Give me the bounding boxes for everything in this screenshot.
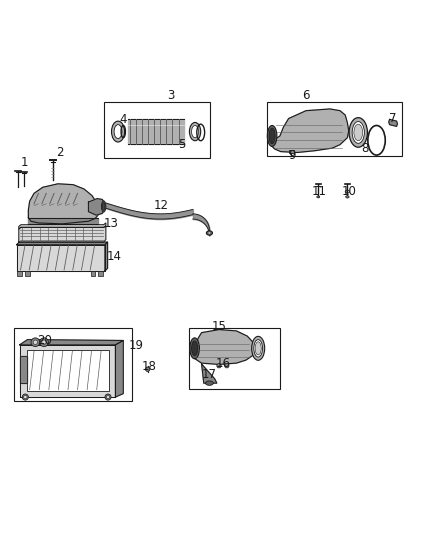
Bar <box>28 218 98 224</box>
Circle shape <box>217 364 221 368</box>
Bar <box>18 271 22 276</box>
Ellipse shape <box>255 342 261 355</box>
Bar <box>27 351 110 391</box>
Bar <box>91 271 95 276</box>
Text: 3: 3 <box>167 90 175 102</box>
Polygon shape <box>20 345 116 397</box>
Polygon shape <box>116 341 123 397</box>
Bar <box>14 328 132 401</box>
Polygon shape <box>17 245 105 271</box>
Ellipse shape <box>190 338 199 359</box>
Text: 5: 5 <box>178 138 186 151</box>
Ellipse shape <box>114 125 122 139</box>
Circle shape <box>40 338 48 346</box>
Ellipse shape <box>105 394 111 400</box>
Ellipse shape <box>267 125 277 147</box>
Ellipse shape <box>106 395 110 399</box>
Text: 1: 1 <box>20 156 28 168</box>
Circle shape <box>33 340 38 344</box>
Text: 8: 8 <box>361 142 368 155</box>
Text: 6: 6 <box>302 90 310 102</box>
Text: 20: 20 <box>38 334 53 347</box>
Bar <box>99 271 103 276</box>
Ellipse shape <box>352 122 364 143</box>
Polygon shape <box>20 356 27 383</box>
Bar <box>188 328 280 389</box>
Polygon shape <box>389 119 397 126</box>
Text: 9: 9 <box>288 149 296 161</box>
Ellipse shape <box>206 231 212 235</box>
Ellipse shape <box>191 125 198 138</box>
Ellipse shape <box>205 381 213 385</box>
Ellipse shape <box>189 123 201 141</box>
Bar <box>289 150 294 154</box>
Text: 17: 17 <box>202 368 217 381</box>
Ellipse shape <box>269 128 275 144</box>
Ellipse shape <box>252 336 265 360</box>
Text: 13: 13 <box>104 217 119 230</box>
Ellipse shape <box>102 203 105 211</box>
Ellipse shape <box>349 118 367 147</box>
Text: 4: 4 <box>120 113 127 126</box>
Ellipse shape <box>24 395 27 399</box>
Circle shape <box>42 340 46 344</box>
Polygon shape <box>270 109 349 152</box>
Polygon shape <box>19 223 106 229</box>
Ellipse shape <box>191 341 198 356</box>
Bar <box>104 102 210 158</box>
Ellipse shape <box>354 124 363 141</box>
Ellipse shape <box>254 340 262 357</box>
Ellipse shape <box>22 394 28 400</box>
Ellipse shape <box>317 196 320 198</box>
Bar <box>25 271 30 276</box>
Polygon shape <box>28 184 98 224</box>
Polygon shape <box>17 242 108 245</box>
Text: 15: 15 <box>212 320 226 333</box>
Circle shape <box>225 364 229 368</box>
Bar <box>267 102 402 156</box>
Text: 14: 14 <box>107 249 122 263</box>
Text: 19: 19 <box>129 339 144 352</box>
Text: 7: 7 <box>389 112 397 125</box>
Text: 12: 12 <box>154 199 169 212</box>
Circle shape <box>145 367 150 372</box>
Polygon shape <box>88 199 104 215</box>
Text: 11: 11 <box>311 185 327 198</box>
Ellipse shape <box>208 232 211 234</box>
Text: 10: 10 <box>342 185 357 198</box>
Ellipse shape <box>346 196 349 198</box>
Circle shape <box>31 338 40 346</box>
Ellipse shape <box>112 121 124 142</box>
Text: 2: 2 <box>57 146 64 159</box>
Polygon shape <box>192 329 254 365</box>
Polygon shape <box>201 364 217 383</box>
Polygon shape <box>20 340 123 345</box>
Text: 18: 18 <box>142 360 157 373</box>
Text: 16: 16 <box>216 357 231 369</box>
Polygon shape <box>105 242 108 271</box>
Polygon shape <box>19 227 106 242</box>
Ellipse shape <box>102 201 106 212</box>
